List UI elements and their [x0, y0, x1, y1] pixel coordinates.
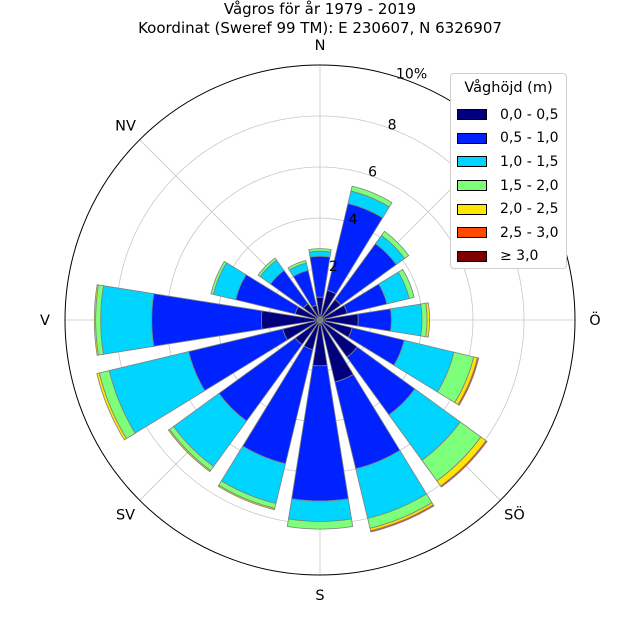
chart-title-block: Vågros för år 1979 - 2019 Koordinat (Swe… — [0, 0, 640, 38]
direction-label: N — [315, 38, 326, 54]
rose-bar-segment — [210, 260, 228, 295]
rose-bar-segment — [288, 498, 352, 522]
legend-item: 1,0 - 1,5 — [451, 150, 566, 174]
legend-label: 2,0 - 2,5 — [500, 201, 559, 218]
legend-item: 2,0 - 2,5 — [451, 197, 566, 221]
legend: Våghöjd (m) 0,0 - 0,5 0,5 - 1,0 1,0 - 1,… — [450, 73, 567, 269]
legend-title: Våghöjd (m) — [464, 80, 553, 96]
legend-label: 1,5 - 2,0 — [500, 177, 559, 194]
rose-bar-segment — [100, 285, 155, 355]
legend-swatch — [457, 180, 487, 192]
rose-bar-segment — [286, 518, 354, 530]
radial-max-label: 10% — [396, 66, 427, 82]
direction-label: SÖ — [504, 505, 525, 523]
radial-tick-label: 6 — [368, 165, 377, 181]
legend-label: 0,5 - 1,0 — [500, 130, 559, 147]
legend-item: 0,0 - 0,5 — [451, 103, 566, 127]
direction-label: NV — [115, 119, 136, 135]
legend-label: 2,5 - 3,0 — [500, 224, 559, 241]
rose-bar-segment — [397, 268, 415, 300]
direction-label: V — [40, 313, 50, 329]
polar-border — [64, 64, 576, 576]
direction-label: Ö — [589, 311, 600, 329]
rose-bars — [93, 185, 488, 533]
direction-label: S — [315, 588, 324, 604]
rose-bar-segment — [96, 372, 128, 441]
legend-swatch — [457, 156, 487, 168]
legend-item: 0,5 - 1,0 — [451, 127, 566, 151]
rose-bar-segment — [357, 308, 392, 332]
legend-items: 0,0 - 0,5 0,5 - 1,0 1,0 - 1,5 1,5 - 2,0 … — [451, 103, 566, 268]
radial-tick-label: 8 — [388, 118, 397, 134]
legend-item: 1,5 - 2,0 — [451, 174, 566, 198]
direction-label: SV — [116, 507, 135, 523]
rose-bar-segment — [425, 302, 431, 338]
rose-bar-segment — [93, 284, 99, 356]
legend-swatch — [457, 203, 487, 215]
legend-item: ≥ 3,0 — [451, 245, 566, 269]
rose-bar-segment — [167, 428, 212, 473]
rose-bar-segment — [380, 230, 410, 260]
rose-bar-segment — [370, 504, 435, 533]
legend-item: 2,5 - 3,0 — [451, 221, 566, 245]
legend-label: 1,0 - 1,5 — [500, 153, 559, 170]
rose-bar-segment — [257, 257, 278, 278]
rose-bar-segment — [308, 250, 332, 258]
legend-swatch — [457, 132, 487, 144]
radial-tick-label: 4 — [349, 212, 358, 228]
legend-swatch — [457, 227, 487, 239]
chart-title: Vågros för år 1979 - 2019 — [223, 0, 417, 18]
legend-swatch — [457, 109, 487, 121]
rose-bar-segment — [390, 303, 423, 337]
legend-label: ≥ 3,0 — [500, 248, 539, 265]
rose-bar-segment — [287, 260, 307, 271]
legend-label: 0,0 - 0,5 — [500, 106, 559, 123]
radial-tick-label: 2 — [329, 259, 338, 275]
chart-subtitle: Koordinat (Sweref 99 TM): E 230607, N 63… — [138, 19, 502, 37]
rose-bar-segment — [350, 185, 393, 208]
rose-bar-segment — [308, 248, 332, 253]
rose-bar-segment — [440, 440, 488, 488]
legend-swatch — [457, 250, 487, 262]
rose-bar-segment — [457, 357, 480, 406]
rose-bar-segment — [217, 484, 276, 511]
